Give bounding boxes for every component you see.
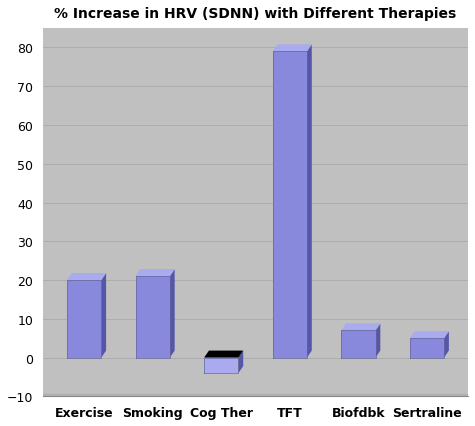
Bar — [67, 280, 101, 358]
Bar — [410, 338, 444, 358]
Polygon shape — [101, 273, 106, 358]
Polygon shape — [307, 45, 312, 358]
Bar — [43, 394, 468, 397]
Title: % Increase in HRV (SDNN) with Different Therapies: % Increase in HRV (SDNN) with Different … — [55, 7, 456, 21]
Polygon shape — [444, 331, 449, 358]
Bar — [135, 276, 170, 358]
Polygon shape — [273, 45, 312, 52]
Polygon shape — [135, 270, 175, 276]
Polygon shape — [341, 324, 380, 331]
Polygon shape — [204, 351, 243, 358]
Polygon shape — [67, 273, 106, 280]
Bar — [341, 331, 376, 358]
Polygon shape — [376, 324, 380, 358]
Polygon shape — [170, 270, 175, 358]
Bar — [204, 358, 238, 373]
Bar — [273, 52, 307, 358]
Polygon shape — [410, 331, 449, 338]
Polygon shape — [238, 351, 243, 373]
